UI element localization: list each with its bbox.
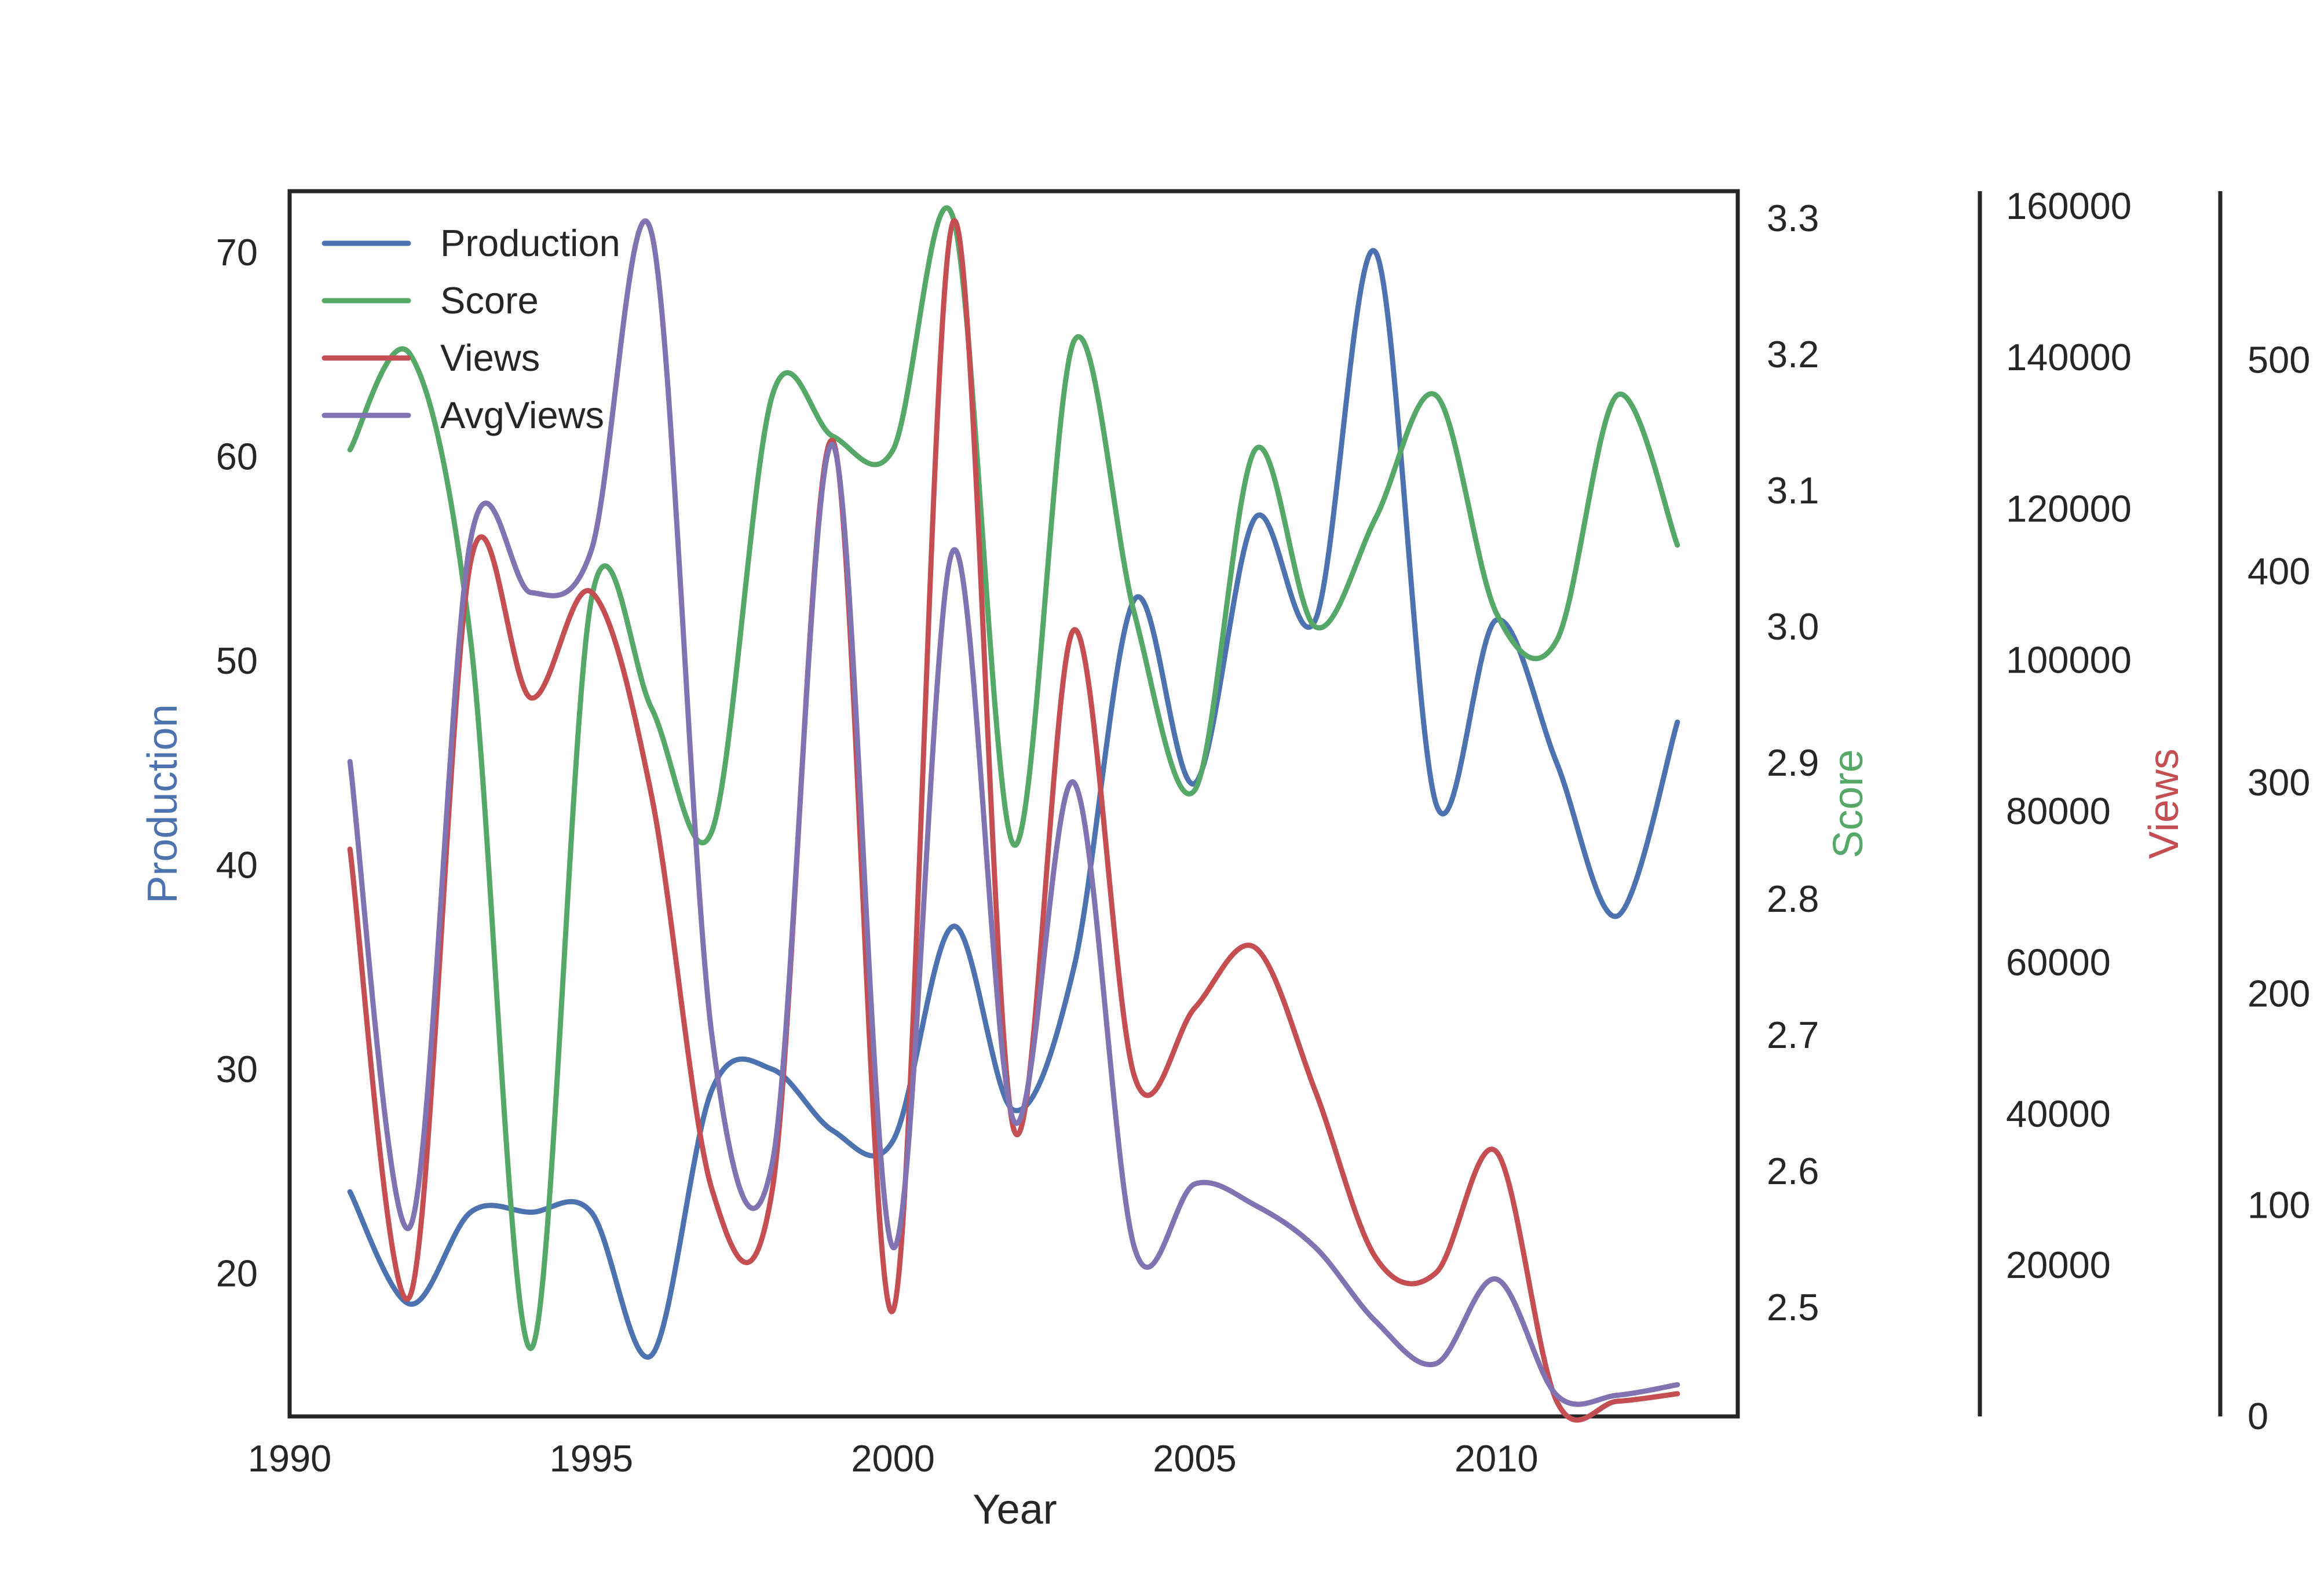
legend-label-views: Views (440, 337, 540, 379)
avgviews-tick-label: 200 (2247, 973, 2310, 1015)
production-tick-label: 30 (216, 1048, 258, 1090)
x-axis-title: Year (973, 1487, 1057, 1533)
views-tick-label: 160000 (2006, 185, 2132, 227)
score-axis-title: Score (1825, 749, 1872, 858)
score-tick-label: 2.7 (1767, 1014, 1819, 1056)
production-tick-label: 20 (216, 1252, 258, 1294)
x-tick-label: 1990 (248, 1437, 332, 1480)
legend-label-production: Production (440, 222, 620, 264)
production-tick-label: 50 (216, 640, 258, 682)
production-tick-label: 60 (216, 435, 258, 477)
views-tick-label: 100000 (2006, 638, 2132, 681)
views-tick-label: 120000 (2006, 487, 2132, 529)
views-tick-label: 40000 (2006, 1093, 2111, 1135)
legend-label-avgviews: AvgViews (440, 394, 604, 436)
production-tick-label: 70 (216, 231, 258, 273)
avgviews-tick-label: 400 (2247, 550, 2310, 592)
axes-layer: 1990 1995 2000 2005 2010203040506070Producti… (140, 185, 2310, 1480)
views-tick-label: 80000 (2006, 790, 2111, 832)
avgviews-tick-label: 0 (2247, 1395, 2268, 1437)
x-tick-label: 2000 (851, 1437, 935, 1480)
legend-label-score: Score (440, 279, 539, 322)
x-tick-label: 2010 (1454, 1437, 1538, 1480)
avgviews-tick-label: 500 (2247, 339, 2310, 381)
legend: Production Score Views AvgViews (321, 222, 620, 436)
series-line-score (347, 205, 1680, 1352)
score-tick-label: 2.9 (1767, 742, 1819, 784)
production-tick-label: 40 (216, 843, 258, 886)
views-tick-label: 60000 (2006, 941, 2111, 984)
series-line-avgviews (347, 218, 1680, 1407)
x-tick-label: 2005 (1153, 1437, 1237, 1480)
score-tick-label: 2.6 (1767, 1150, 1819, 1192)
score-tick-label: 3.2 (1767, 333, 1819, 375)
x-tick-label: 1995 (550, 1437, 634, 1480)
plot-frame (287, 189, 1740, 1419)
views-tick-label: 20000 (2006, 1244, 2111, 1286)
series-line-views (347, 218, 1680, 1423)
production-axis-title: Production (140, 704, 186, 903)
avgviews-tick-label: 100 (2247, 1184, 2310, 1226)
score-tick-label: 3.3 (1767, 197, 1819, 239)
series-layer (347, 205, 1680, 1423)
avgviews-tick-label: 300 (2247, 761, 2310, 804)
views-axis-title: Views (2141, 748, 2187, 859)
views-tick-label: 140000 (2006, 336, 2132, 378)
score-tick-label: 2.5 (1767, 1286, 1819, 1328)
score-tick-label: 2.8 (1767, 878, 1819, 920)
series-line-production (347, 248, 1680, 1360)
score-tick-label: 3.0 (1767, 605, 1819, 648)
score-tick-label: 3.1 (1767, 469, 1819, 512)
